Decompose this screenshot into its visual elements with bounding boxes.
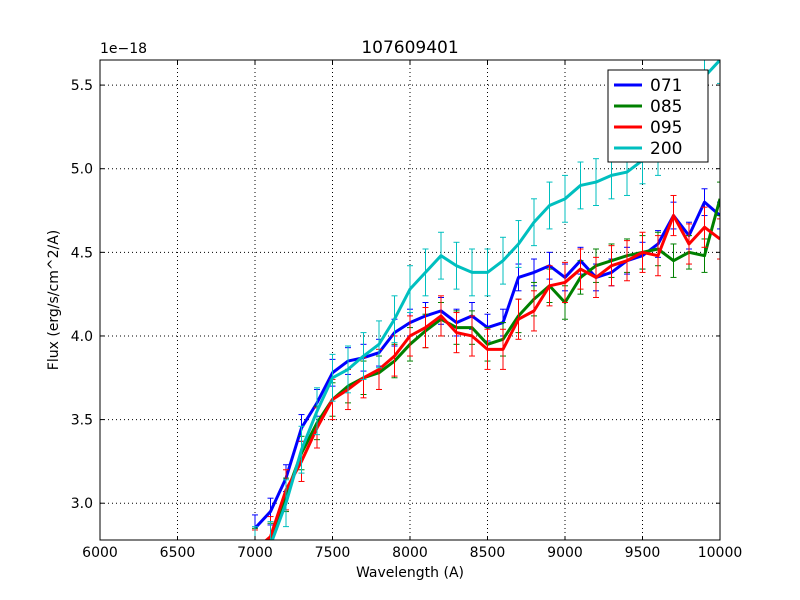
y-axis-label: Flux (erg/s/cm^2/A) [46,230,62,370]
series-layer [252,60,720,540]
y-tick-label: 5.5 [71,78,93,94]
offset-label: 1e−18 [100,41,147,57]
x-axis-label: Wavelength (A) [356,565,464,581]
legend-label-200: 200 [650,139,682,159]
x-tick-label: 8500 [470,545,506,561]
legend-label-085: 085 [650,97,682,117]
y-tick-label: 3.5 [71,413,93,429]
x-tick-label: 6500 [160,545,196,561]
y-tick-label: 3.0 [71,496,93,512]
x-tick-label: 7500 [315,545,351,561]
legend-label-095: 095 [650,118,682,138]
ticks: 6000 6500 7000 7500 8000 8500 9000 9500 10000 3.0… [71,60,743,561]
x-tick-label: 6000 [82,545,118,561]
y-tick-label: 4.5 [71,245,93,261]
x-tick-label: 8000 [392,545,428,561]
x-tick-label: 7000 [237,545,273,561]
x-tick-label: 9000 [547,545,583,561]
x-tick-label: 10000 [698,545,743,561]
legend-label-071: 071 [650,76,682,96]
x-tick-label: 9500 [625,545,661,561]
y-tick-label: 4.0 [71,329,93,345]
y-tick-label: 5.0 [71,162,93,178]
chart-title: 107609401 [361,38,458,58]
